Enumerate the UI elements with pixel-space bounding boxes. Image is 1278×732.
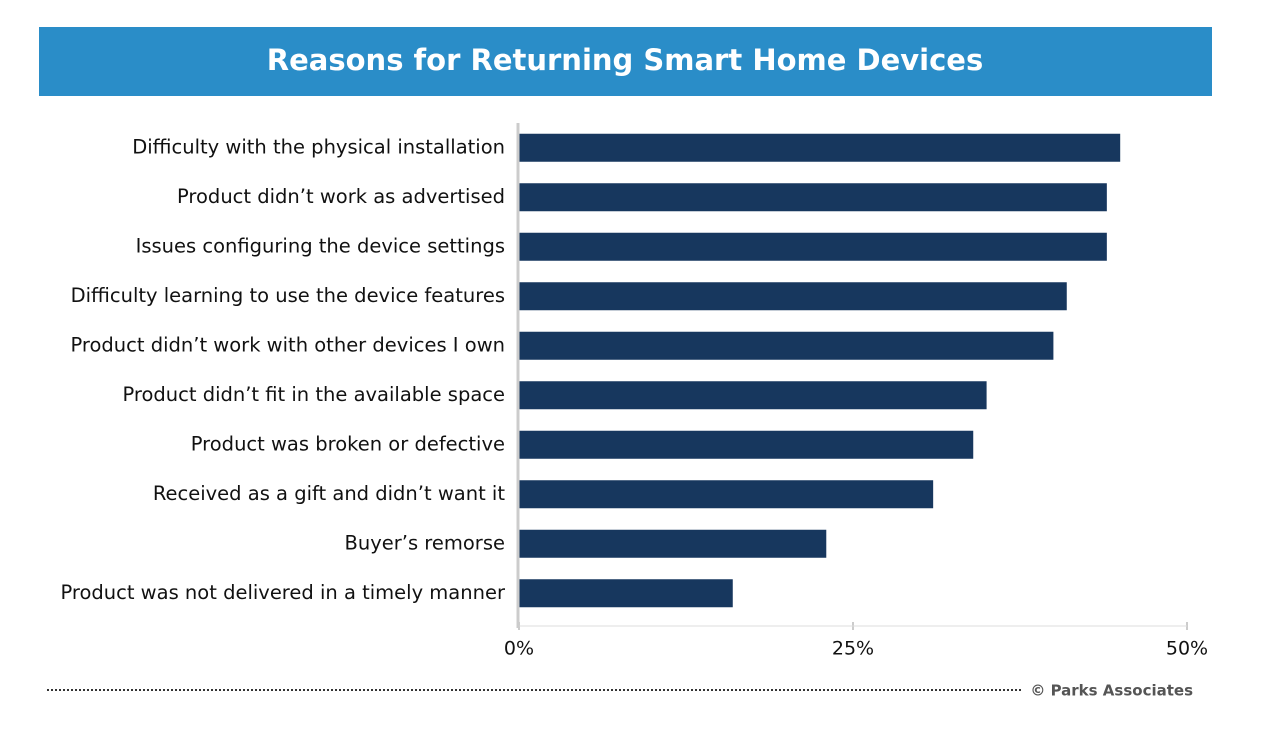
bar [519, 430, 974, 459]
bar [519, 381, 987, 410]
y-tick-label: Issues configuring the device settings [136, 234, 505, 257]
y-tick-label: Product didn’t work with other devices I… [70, 333, 505, 356]
bar [519, 232, 1107, 261]
x-tick-label: 50% [1166, 638, 1208, 660]
x-tick-label: 0% [504, 638, 534, 660]
bar [519, 331, 1054, 360]
source: © Parks Associates [1030, 682, 1193, 700]
bar [519, 183, 1107, 212]
y-tick-label: Difficulty learning to use the device fe… [71, 284, 505, 307]
y-tick-label: Received as a gift and didn’t want it [153, 482, 506, 505]
bar [519, 133, 1121, 162]
y-tick-label: Product was not delivered in a timely ma… [60, 581, 506, 604]
y-tick-label: Product didn’t work as advertised [177, 185, 505, 208]
y-tick-label: Product was broken or defective [191, 432, 505, 455]
chart-title: Reasons for Returning Smart Home Devices [267, 43, 983, 77]
y-tick-label: Difficulty with the physical installatio… [132, 135, 505, 158]
y-tick-label: Buyer’s remorse [344, 531, 505, 554]
x-tick-label: 25% [832, 638, 874, 660]
bar [519, 282, 1067, 311]
y-tick-label: Product didn’t fit in the available spac… [122, 383, 505, 406]
bar [519, 579, 733, 608]
title-banner [39, 27, 1212, 96]
bar [519, 529, 827, 558]
bar [519, 480, 934, 509]
